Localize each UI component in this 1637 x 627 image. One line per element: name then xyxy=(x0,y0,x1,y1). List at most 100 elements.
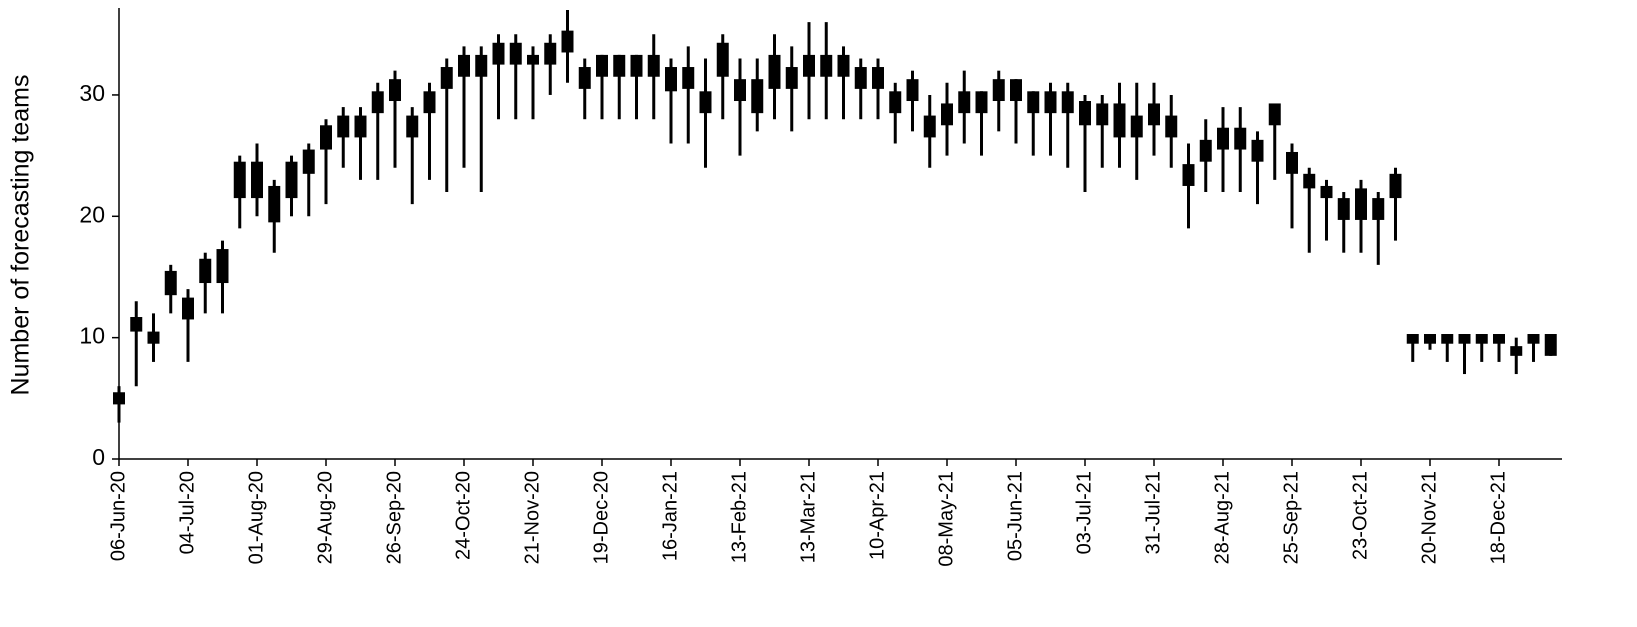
box xyxy=(1010,79,1022,102)
box xyxy=(923,115,936,138)
box xyxy=(371,91,384,114)
box xyxy=(406,115,419,138)
box xyxy=(164,270,177,296)
box xyxy=(113,392,125,405)
box xyxy=(889,91,902,114)
box xyxy=(1251,139,1264,162)
box xyxy=(1182,164,1195,186)
box xyxy=(820,54,833,77)
box xyxy=(320,125,332,150)
x-tick-label: 28-Aug-21 xyxy=(1211,471,1233,564)
box xyxy=(389,79,401,102)
x-tick-label: 23-Oct-21 xyxy=(1349,471,1371,560)
box xyxy=(492,42,505,65)
box xyxy=(1372,198,1385,220)
box xyxy=(1165,115,1178,138)
box xyxy=(1096,103,1109,126)
box xyxy=(1130,115,1143,138)
box xyxy=(1199,139,1212,162)
box xyxy=(992,79,1005,102)
box xyxy=(613,54,626,77)
box xyxy=(561,30,574,53)
box xyxy=(1148,103,1160,126)
box xyxy=(768,54,781,89)
x-tick-label: 29-Aug-20 xyxy=(314,471,336,564)
box xyxy=(785,67,798,89)
box xyxy=(251,161,263,199)
x-tick-label: 20-Nov-21 xyxy=(1418,471,1440,564)
box xyxy=(803,54,815,77)
x-tick-label: 25-Sep-21 xyxy=(1280,471,1302,564)
x-tick-label: 19-Dec-20 xyxy=(590,471,612,564)
box xyxy=(837,54,850,77)
x-tick-label: 24-Oct-20 xyxy=(452,471,474,560)
box xyxy=(1458,334,1471,344)
x-tick-label: 03-Jul-21 xyxy=(1073,471,1095,554)
x-tick-label: 06-Jun-20 xyxy=(107,471,129,561)
box xyxy=(1337,198,1350,220)
box xyxy=(1320,185,1333,199)
box xyxy=(440,67,453,89)
box xyxy=(751,79,764,114)
box xyxy=(233,161,246,199)
box xyxy=(1424,334,1436,344)
y-tick-label: 30 xyxy=(79,80,105,106)
x-tick-label: 01-Aug-20 xyxy=(245,471,267,564)
box xyxy=(199,258,212,284)
x-tick-label: 04-Jul-20 xyxy=(176,471,198,554)
box xyxy=(1441,334,1454,344)
box xyxy=(1234,127,1247,150)
box xyxy=(665,67,677,92)
box xyxy=(285,161,298,199)
x-tick-label: 16-Jan-21 xyxy=(659,471,681,561)
box xyxy=(1027,91,1040,114)
x-tick-label: 10-Apr-21 xyxy=(866,471,888,560)
box xyxy=(699,91,712,114)
x-tick-label: 18-Dec-21 xyxy=(1487,471,1509,564)
box xyxy=(337,115,350,138)
box xyxy=(1389,173,1402,199)
box xyxy=(147,331,160,344)
x-tick-label: 08-May-21 xyxy=(935,471,957,567)
box xyxy=(906,79,919,102)
box xyxy=(941,103,953,126)
box xyxy=(1303,173,1316,189)
box xyxy=(1217,127,1229,150)
box xyxy=(1510,346,1523,356)
box xyxy=(1493,334,1505,344)
box xyxy=(527,54,539,65)
box xyxy=(596,54,608,77)
box xyxy=(734,79,746,102)
box xyxy=(578,67,591,89)
box xyxy=(1355,188,1367,220)
box xyxy=(716,42,729,77)
box xyxy=(1079,101,1091,126)
x-tick-label: 21-Nov-20 xyxy=(521,471,543,564)
box xyxy=(682,67,695,89)
y-axis-label: Number of forecasting teams xyxy=(7,75,35,396)
box xyxy=(1544,334,1557,356)
x-tick-label: 05-Jun-21 xyxy=(1004,471,1026,561)
x-tick-label: 31-Jul-21 xyxy=(1142,471,1164,554)
box xyxy=(354,115,367,138)
box xyxy=(1268,103,1281,126)
box xyxy=(458,54,470,77)
box xyxy=(544,42,557,65)
box xyxy=(268,185,281,223)
x-tick-label: 13-Feb-21 xyxy=(728,471,750,563)
box xyxy=(1044,91,1057,114)
box xyxy=(854,67,867,89)
box xyxy=(1475,334,1488,344)
box xyxy=(1406,334,1419,344)
box xyxy=(975,91,988,114)
box xyxy=(872,67,884,89)
x-tick-label: 26-Sep-20 xyxy=(383,471,405,564)
box xyxy=(647,54,660,77)
box xyxy=(216,249,229,284)
box xyxy=(958,91,971,114)
box xyxy=(1527,334,1540,344)
box xyxy=(423,91,436,114)
box xyxy=(509,42,522,65)
